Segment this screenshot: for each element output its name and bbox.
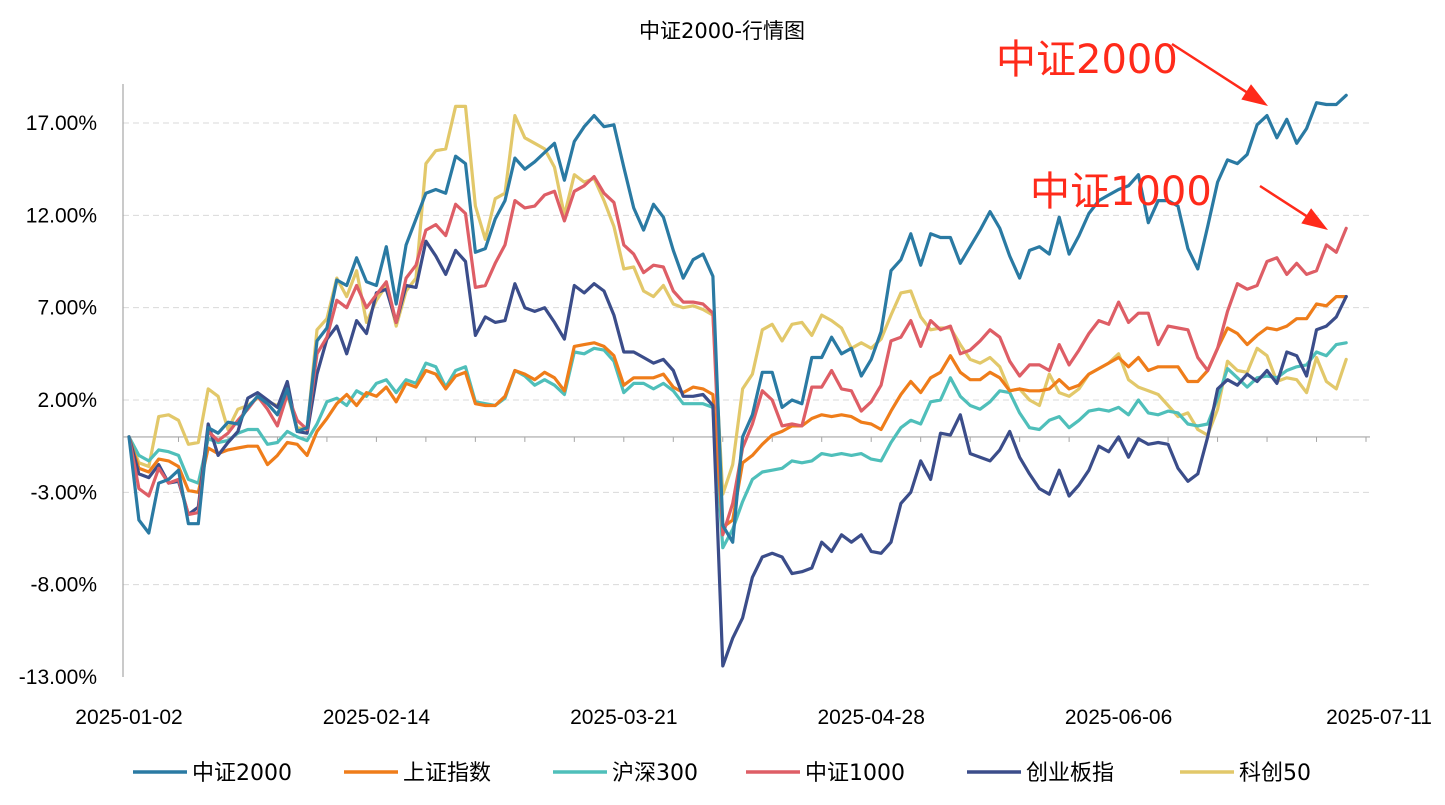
y-tick-label: 12.00%: [26, 204, 97, 227]
y-tick-label: -3.00%: [30, 481, 97, 504]
series-line-3: [127, 341, 1348, 550]
y-tick-label: 7.00%: [37, 297, 97, 320]
y-tick-label: 2.00%: [37, 389, 97, 412]
x-tick-label: 2025-01-02: [75, 706, 182, 729]
y-tick-labels: 17.00% 12.00% 7.00% 2.00% -3.00% -8.00% -13.00…: [19, 112, 97, 689]
legend: 中证2000 上证指数 沪深300 中证1000 创业板指 科创50: [133, 761, 1311, 786]
annotation-arrow-head: [1301, 208, 1328, 230]
annotation-label: 中证1000: [1030, 169, 1212, 215]
y-tick-label: -13.00%: [19, 666, 97, 689]
x-tick-label: 2025-04-28: [817, 706, 924, 729]
series-line-1: [127, 93, 1348, 544]
y-tick-label: -8.00%: [30, 574, 97, 597]
x-tick-label: 2025-02-14: [323, 706, 431, 729]
legend-label: 科创50: [1239, 761, 1311, 786]
x-tick-labels: 2025-01-02 2025-02-14 2025-03-21 2025-04-28…: [75, 706, 1432, 729]
x-tick-label: 2025-06-06: [1065, 706, 1172, 729]
x-tick-label: 2025-07-11: [1326, 706, 1432, 729]
annotations: 中证2000 中证1000: [996, 37, 1328, 230]
annotation-arrow-shaft: [1171, 42, 1258, 100]
chart-title: 中证2000-行情图: [639, 19, 805, 43]
legend-label: 沪深300: [612, 761, 698, 786]
legend-label: 中证2000: [192, 761, 292, 786]
x-tick-label: 2025-03-21: [570, 706, 677, 729]
legend-label: 创业板指: [1026, 761, 1114, 786]
series-lines: [127, 93, 1348, 668]
legend-label: 上证指数: [403, 761, 491, 786]
annotation-label: 中证2000: [996, 37, 1178, 83]
y-tick-label: 17.00%: [26, 112, 97, 135]
series-line-5: [127, 239, 1348, 668]
annotation-arrow-head: [1241, 84, 1268, 106]
legend-label: 中证1000: [805, 761, 905, 786]
